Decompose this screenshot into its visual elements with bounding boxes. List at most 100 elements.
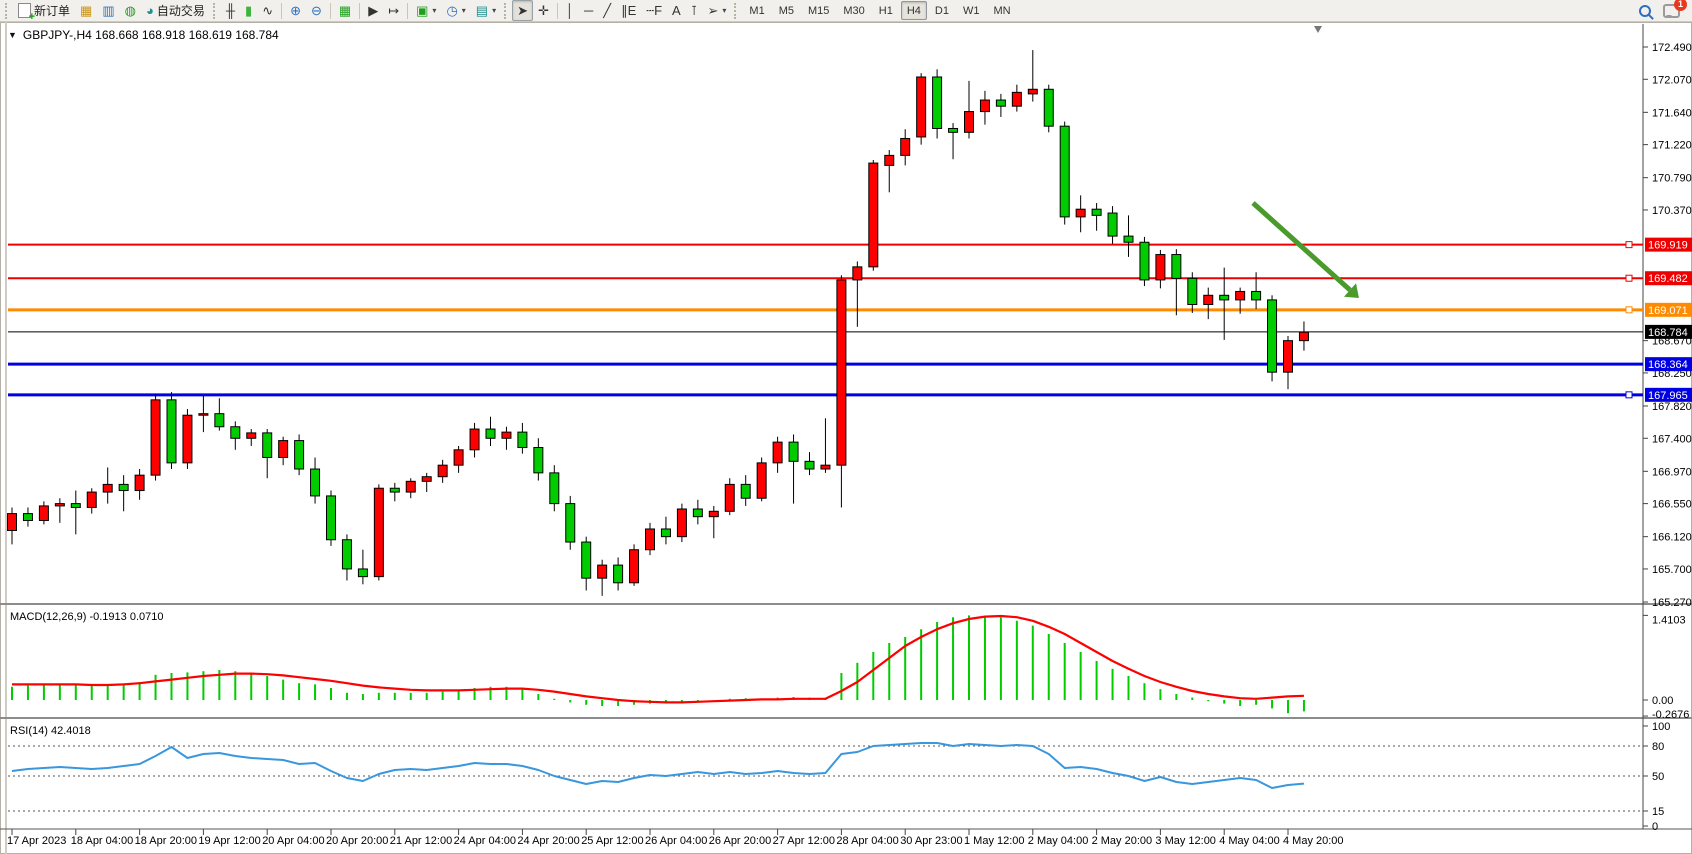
notification-badge: 1: [1674, 0, 1687, 11]
candle: [1235, 290, 1246, 301]
signals-button[interactable]: ◍: [120, 0, 141, 21]
one-click-collapse-icon[interactable]: ▼: [8, 30, 17, 40]
line-chart-button[interactable]: ∿: [257, 0, 278, 21]
x-axis-label: 2 May 04:00: [1028, 835, 1089, 847]
candle: [724, 483, 735, 512]
candle: [150, 399, 161, 476]
candle: [932, 76, 943, 129]
chart-title-bar: ▼ GBPJPY-,H4 168.668 168.918 168.619 168…: [8, 28, 279, 42]
chart-shift-button[interactable]: ↦: [383, 0, 404, 21]
toolbar-separator: [359, 2, 361, 19]
price-tick-label: 166.970: [1652, 466, 1692, 478]
text-button[interactable]: A: [667, 0, 686, 21]
zoom-out-button[interactable]: ⊖: [306, 0, 327, 21]
market-watch-button[interactable]: ▥: [97, 0, 119, 21]
channel-button[interactable]: ∥E: [616, 0, 641, 21]
template-dropdown-icon: ▤: [475, 3, 489, 18]
candle: [549, 472, 560, 505]
candle: [86, 491, 97, 508]
toolbar-separator: [329, 2, 331, 19]
x-axis-label: 26 Apr 20:00: [709, 835, 771, 847]
notifications-icon[interactable]: 1: [1663, 0, 1687, 18]
arrows-dropdown[interactable]: ➢ ▾: [703, 0, 732, 21]
period-dropdown-icon: ◷: [446, 3, 458, 18]
text-label-button[interactable]: ⊺: [686, 0, 703, 21]
line-handle[interactable]: [1625, 241, 1633, 249]
candlestick-button[interactable]: ▮: [240, 0, 257, 21]
chart-shift-marker[interactable]: [1314, 26, 1322, 33]
zoom-in-button[interactable]: ⊕: [285, 0, 306, 21]
timeframe-button-m1[interactable]: M1: [749, 4, 765, 17]
timeframe-button-h4[interactable]: H4: [900, 1, 927, 20]
candle: [820, 464, 831, 470]
cursor-button[interactable]: ➤: [512, 0, 534, 21]
macd-label: MACD(12,26,9) -0.1913 0.0710: [10, 611, 163, 623]
current-price-tag: [1645, 324, 1692, 339]
candle: [182, 414, 193, 464]
candle: [1027, 88, 1038, 95]
candle: [565, 503, 576, 543]
auto-scroll-button[interactable]: ▶: [363, 0, 383, 21]
timeframe-button-mn[interactable]: MN: [993, 4, 1011, 17]
candle: [979, 99, 990, 113]
auto-scroll-icon: ▶: [368, 3, 379, 18]
autotrading-button[interactable]: ◕ 自动交易: [141, 0, 210, 21]
profiles-button[interactable]: ▦: [75, 0, 97, 21]
chevron-down-icon: ▾: [722, 6, 727, 15]
trend-arrow-head[interactable]: [1343, 283, 1359, 299]
price-tick-label: 166.550: [1652, 499, 1692, 511]
price-tick-label: 167.820: [1652, 401, 1692, 413]
period-dropdown[interactable]: ◷ ▾: [441, 0, 470, 21]
trendline-button[interactable]: ╱: [598, 0, 616, 21]
price-level-tag-label: 169.919: [1648, 240, 1688, 252]
price-tick-label: 165.700: [1652, 564, 1692, 576]
signals-icon: ◍: [124, 3, 136, 18]
timeframe-button-h1[interactable]: H1: [878, 4, 893, 17]
tile-windows-button[interactable]: ▦: [334, 0, 356, 21]
timeframe-button-w1[interactable]: W1: [962, 4, 980, 17]
chart-canvas: 172.490 172.070 171.640 171.220 170.790 170.3…: [0, 22, 1692, 854]
x-axis-label: 3 May 12:00: [1155, 835, 1216, 847]
bar-chart-button[interactable]: ╫: [221, 0, 240, 21]
template-dropdown[interactable]: ▤ ▾: [471, 0, 501, 21]
x-axis-label: 4 May 04:00: [1219, 835, 1280, 847]
candle: [629, 549, 640, 584]
line-handle[interactable]: [1625, 274, 1633, 282]
new-chart-dropdown-icon: ▣: [416, 3, 429, 18]
crosshair-button[interactable]: ✛: [533, 0, 554, 21]
rsi-line: [11, 742, 1305, 789]
candle: [326, 495, 336, 541]
chevron-down-icon: ▾: [461, 6, 466, 15]
candle: [310, 468, 321, 497]
candle: [581, 541, 592, 579]
channel-icon: ∥E: [621, 3, 637, 18]
timeframe-button-m30[interactable]: M30: [843, 4, 865, 17]
line-handle[interactable]: [1625, 391, 1633, 399]
toolbar-grip: [212, 2, 218, 19]
trend-arrow-line[interactable]: [1251, 201, 1352, 292]
candle: [246, 432, 257, 439]
timeframe-button-d1[interactable]: D1: [934, 4, 949, 17]
candle: [788, 441, 799, 462]
candle: [916, 76, 927, 138]
new-order-button[interactable]: + 新订单: [13, 0, 75, 23]
vertical-line-button[interactable]: │: [561, 0, 579, 21]
candle: [437, 464, 448, 478]
timeframe-button-m15[interactable]: M15: [807, 4, 830, 17]
search-icon[interactable]: [1639, 4, 1651, 17]
text-icon: A: [672, 3, 681, 18]
candle: [1107, 212, 1118, 237]
new-chart-dropdown[interactable]: ▣ ▾: [411, 0, 441, 21]
x-axis-label: 20 Apr 20:00: [326, 835, 388, 847]
candle: [1091, 208, 1102, 216]
candle: [852, 266, 863, 281]
candle: [70, 503, 81, 508]
timeframe-button-m5[interactable]: M5: [778, 4, 794, 17]
horizontal-line-button[interactable]: ─: [579, 0, 598, 21]
toolbar-separator: [281, 2, 283, 19]
candle: [1298, 331, 1309, 342]
fibonacci-button[interactable]: ┄F: [641, 0, 667, 21]
line-handle[interactable]: [1625, 306, 1633, 314]
candle: [485, 428, 496, 439]
profiles-icon: ▦: [80, 3, 93, 18]
